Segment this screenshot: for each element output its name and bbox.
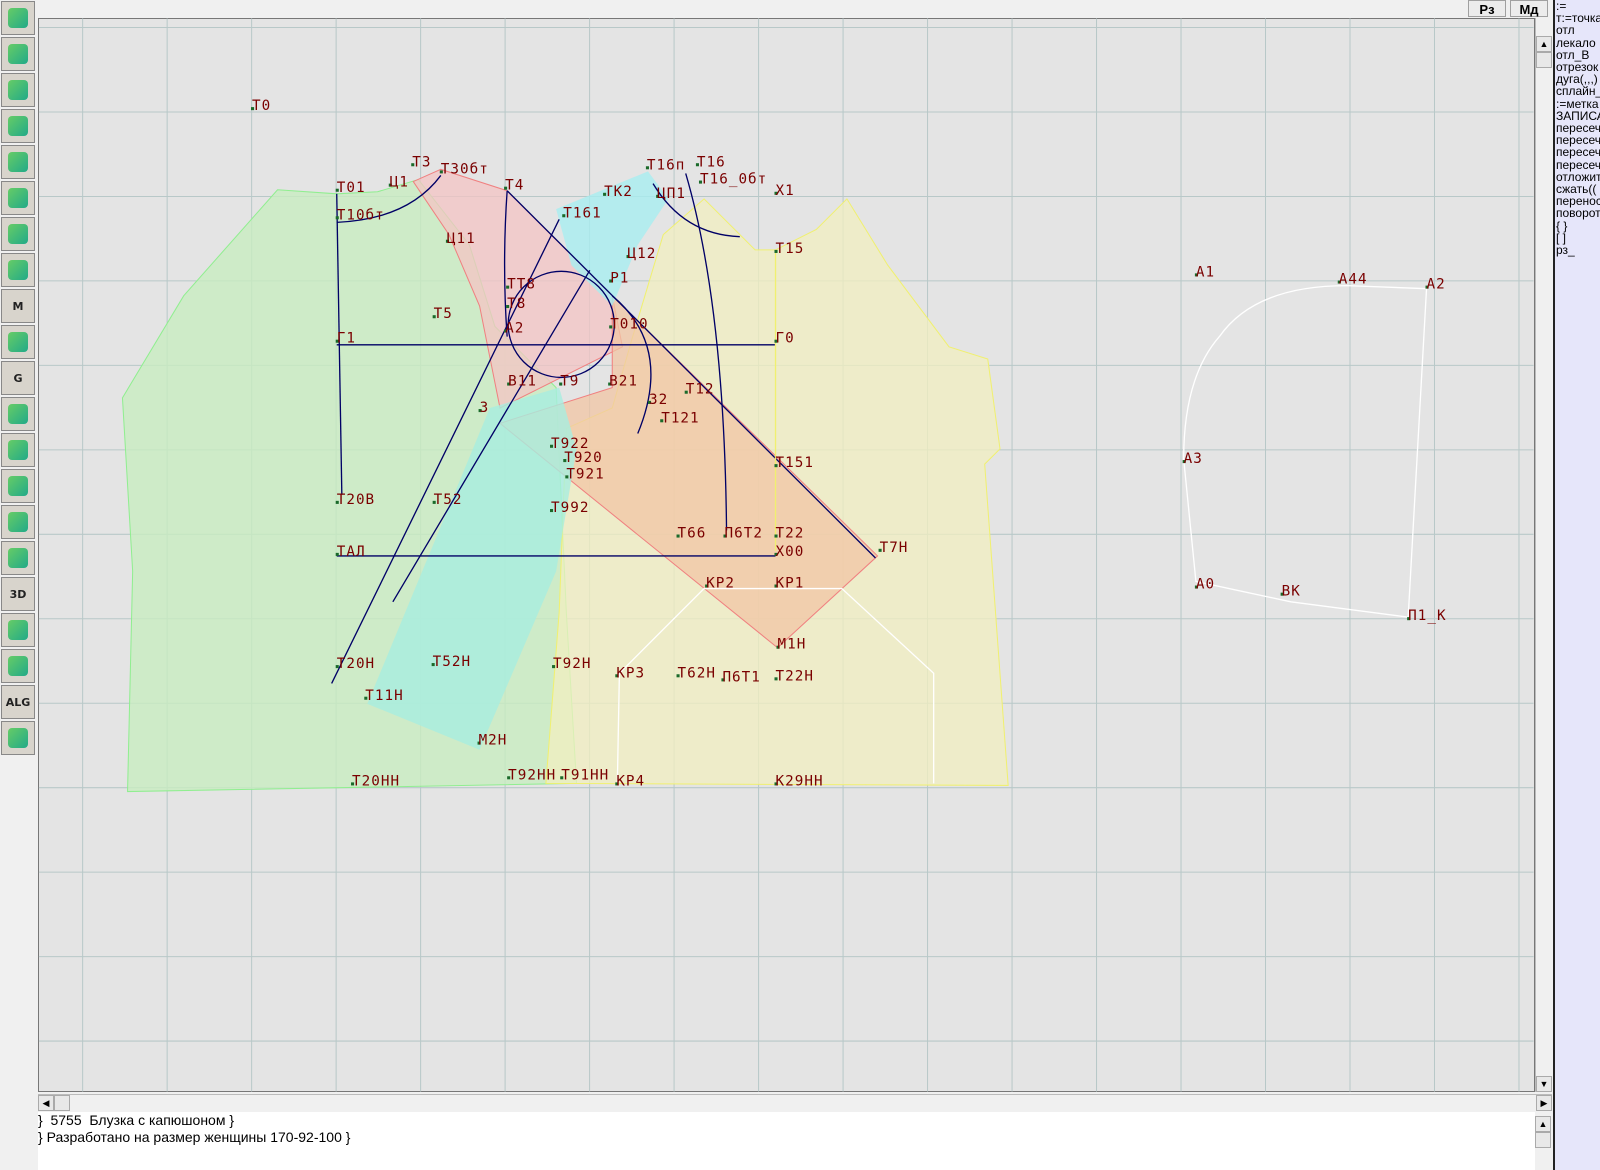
horizontal-scrollbar[interactable]: ◀ ▶	[38, 1094, 1552, 1112]
toolbar: M G 3D ALG	[0, 0, 37, 1170]
icon-glyph	[8, 80, 28, 100]
rz-button[interactable]: Рз	[1468, 0, 1506, 17]
command-item[interactable]: { }	[1556, 218, 1568, 233]
scroll-thumb[interactable]	[1536, 52, 1552, 68]
command-item[interactable]: отл_В	[1556, 47, 1590, 62]
books-icon[interactable]	[1, 649, 35, 683]
pattern-m-icon[interactable]: M	[1, 289, 35, 323]
command-item[interactable]: отл	[1556, 23, 1575, 38]
pattern-zoom-icon[interactable]	[1, 109, 35, 143]
refresh-icon[interactable]	[1, 1, 35, 35]
zoom-in-icon[interactable]	[1, 37, 35, 71]
map-icon[interactable]	[1, 217, 35, 251]
icon-glyph	[8, 548, 28, 568]
icon-glyph	[8, 656, 28, 676]
alg-icon[interactable]: ALG	[1, 685, 35, 719]
icon-glyph	[8, 728, 28, 748]
icon-glyph	[8, 512, 28, 532]
grid-icon[interactable]	[1, 145, 35, 179]
icon-glyph	[8, 116, 28, 136]
command-item[interactable]: пересеч	[1556, 145, 1600, 160]
pattern-g-icon[interactable]: G	[1, 361, 35, 395]
command-item[interactable]: т:=точка	[1556, 11, 1600, 26]
woman-photo-icon[interactable]	[1, 505, 35, 539]
command-item[interactable]: пересеч	[1556, 157, 1600, 172]
icon-glyph	[8, 224, 28, 244]
command-item[interactable]: отрезок	[1556, 60, 1599, 75]
icon-glyph	[8, 8, 28, 28]
scroll-up-arrow-icon[interactable]: ▲	[1536, 36, 1552, 52]
scroll-down-arrow-icon[interactable]: ▼	[1536, 1076, 1552, 1092]
command-item[interactable]: :=метка	[1556, 96, 1599, 111]
icon-glyph	[8, 332, 28, 352]
exit-icon[interactable]	[1, 721, 35, 755]
icon-glyph	[8, 152, 28, 172]
icon-glyph	[8, 44, 28, 64]
camera-icon[interactable]	[1, 433, 35, 467]
scroll-right-arrow-icon[interactable]: ▶	[1536, 1095, 1552, 1111]
command-item[interactable]: поворот	[1556, 206, 1600, 221]
command-item[interactable]: лекало	[1556, 35, 1596, 50]
comment-area[interactable]: } 5755 Блузка с капюшоном } } Разработан…	[38, 1112, 1535, 1170]
command-item[interactable]: перенос	[1556, 194, 1600, 209]
command-item[interactable]: сжать((	[1556, 182, 1597, 197]
command-item[interactable]: [ ]	[1556, 230, 1567, 245]
command-item[interactable]: пересеч	[1556, 133, 1600, 148]
comment-line-1: } 5755 Блузка с капюшоном }	[38, 1112, 235, 1128]
command-item[interactable]: отложит	[1556, 169, 1600, 184]
icon-glyph	[8, 620, 28, 640]
icon-glyph	[8, 476, 28, 496]
md-button[interactable]: Мд	[1510, 0, 1548, 17]
command-item[interactable]: рз_	[1556, 243, 1575, 258]
zoom-out-icon[interactable]	[1, 73, 35, 107]
icon-glyph	[8, 260, 28, 280]
icon-glyph	[8, 404, 28, 424]
command-panel: := т:=точка отл лекало отл_В отрезок дуга(,,,)…	[1553, 0, 1600, 1170]
command-item[interactable]: ЗАПИСА	[1556, 108, 1600, 123]
top-bar: Рз Мд	[38, 0, 1553, 18]
document-list-icon[interactable]	[1, 613, 35, 647]
hscroll-thumb[interactable]	[54, 1095, 70, 1111]
compass-icon[interactable]	[1, 325, 35, 359]
segment-icon[interactable]	[1, 181, 35, 215]
scroll-left-arrow-icon[interactable]: ◀	[38, 1095, 54, 1111]
ruler-icon[interactable]	[1, 397, 35, 431]
drawing-canvas[interactable]	[38, 18, 1535, 1092]
comment-scrollbar[interactable]: ▲	[1535, 1112, 1552, 1170]
comment-scroll-up-icon[interactable]: ▲	[1535, 1116, 1551, 1132]
command-item[interactable]: сплайн_	[1556, 84, 1600, 99]
command-item[interactable]: :=	[1556, 0, 1567, 13]
comment-line-2: } Разработано на размер женщины 170-92-1…	[38, 1129, 351, 1145]
vertical-scrollbar[interactable]: ▲ ▼	[1535, 18, 1553, 1092]
jacket-icon[interactable]	[1, 541, 35, 575]
comment-scroll-thumb[interactable]	[1535, 1132, 1551, 1148]
3d-icon[interactable]: 3D	[1, 577, 35, 611]
icon-glyph	[8, 188, 28, 208]
icon-glyph	[8, 440, 28, 460]
command-item[interactable]: дуга(,,,)	[1556, 72, 1598, 87]
pattern-piece-icon[interactable]	[1, 253, 35, 287]
spreadsheet-icon[interactable]	[1, 469, 35, 503]
command-item[interactable]: пересеч	[1556, 121, 1600, 136]
